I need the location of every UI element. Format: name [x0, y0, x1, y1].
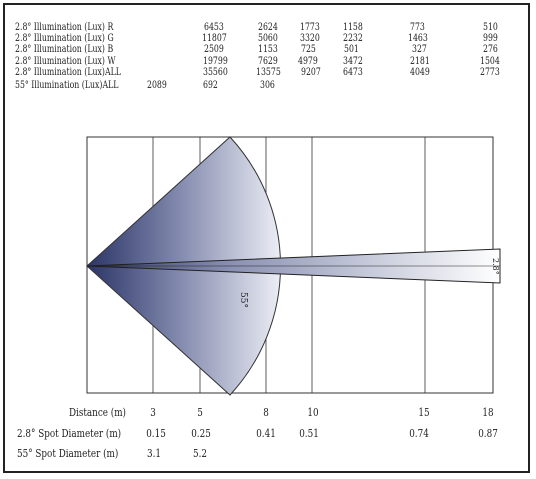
cell-b-2: 1153 — [258, 44, 278, 55]
cell-all-6: 2773 — [480, 67, 500, 78]
distance-8: 8 — [263, 406, 269, 419]
row-label-w: 2.8° Illumination (Lux) W — [15, 56, 116, 67]
cell-g-4: 2232 — [343, 33, 363, 44]
cell-all-3: 9207 — [301, 67, 321, 78]
distance-label: Distance (m) — [69, 406, 126, 419]
cell-all-5: 4049 — [410, 67, 430, 78]
cell-w-1: 19799 — [203, 56, 228, 67]
cell-b-1: 2509 — [204, 44, 224, 55]
wide-spot-5: 5.2 — [193, 447, 207, 460]
row-label-r: 2.8° Illumination (Lux) R — [15, 22, 114, 33]
cell-w-4: 3472 — [343, 56, 363, 67]
cell-w-5: 2181 — [410, 56, 430, 67]
cell-r-3: 1773 — [300, 22, 320, 33]
row-label-all: 2.8° Illumination (Lux)ALL — [15, 67, 121, 78]
narrow-spot-15: 0.74 — [409, 427, 429, 440]
distance-3: 3 — [150, 406, 156, 419]
cell-g-6: 999 — [483, 33, 498, 44]
cell-all-2: 13575 — [256, 67, 281, 78]
narrow-spot-18: 0.87 — [478, 427, 498, 440]
narrow-spot-3: 0.15 — [146, 427, 166, 440]
cell-r-2: 2624 — [258, 22, 278, 33]
cell-r-5: 773 — [410, 22, 425, 33]
cell-b-6: 276 — [483, 44, 498, 55]
narrow-spot-5: 0.25 — [191, 427, 211, 440]
row-label-b: 2.8° Illumination (Lux) B — [15, 44, 114, 55]
narrow-spot-label: 2.8° Spot Diameter (m) — [17, 427, 122, 440]
cell-b-5: 327 — [412, 44, 427, 55]
cell-g-5: 1463 — [408, 33, 428, 44]
cell-all-4: 6473 — [343, 67, 363, 78]
row-label-wide-all: 55° Illumination (Lux)ALL — [15, 80, 119, 91]
cell-g-1: 11807 — [202, 33, 227, 44]
wide-beam-angle-label: 55° — [238, 292, 248, 308]
distance-5: 5 — [197, 406, 203, 419]
cell-all-1: 35560 — [203, 67, 228, 78]
cell-wide-2: 692 — [203, 80, 218, 91]
cell-w-6: 1504 — [480, 56, 500, 67]
cell-r-1: 6453 — [204, 22, 224, 33]
cell-w-2: 7629 — [258, 56, 278, 67]
distance-18: 18 — [482, 406, 494, 419]
narrow-spot-8: 0.41 — [256, 427, 276, 440]
cell-r-6: 510 — [483, 22, 498, 33]
cell-w-3: 4979 — [298, 56, 318, 67]
wide-spot-3: 3.1 — [147, 447, 161, 460]
cell-b-3: 725 — [301, 44, 316, 55]
narrow-beam-angle-label: 2.8° — [491, 258, 500, 275]
row-label-g: 2.8° Illumination (Lux) G — [15, 33, 114, 44]
cell-b-4: 501 — [344, 44, 359, 55]
wide-spot-label: 55° Spot Diameter (m) — [17, 447, 119, 460]
cell-wide-1: 2089 — [147, 80, 167, 91]
distance-10: 10 — [307, 406, 319, 419]
cell-g-3: 3320 — [300, 33, 320, 44]
cell-g-2: 5060 — [258, 33, 278, 44]
cell-wide-3: 306 — [260, 80, 275, 91]
narrow-spot-10: 0.51 — [299, 427, 319, 440]
cell-r-4: 1158 — [343, 22, 363, 33]
distance-15: 15 — [418, 406, 430, 419]
